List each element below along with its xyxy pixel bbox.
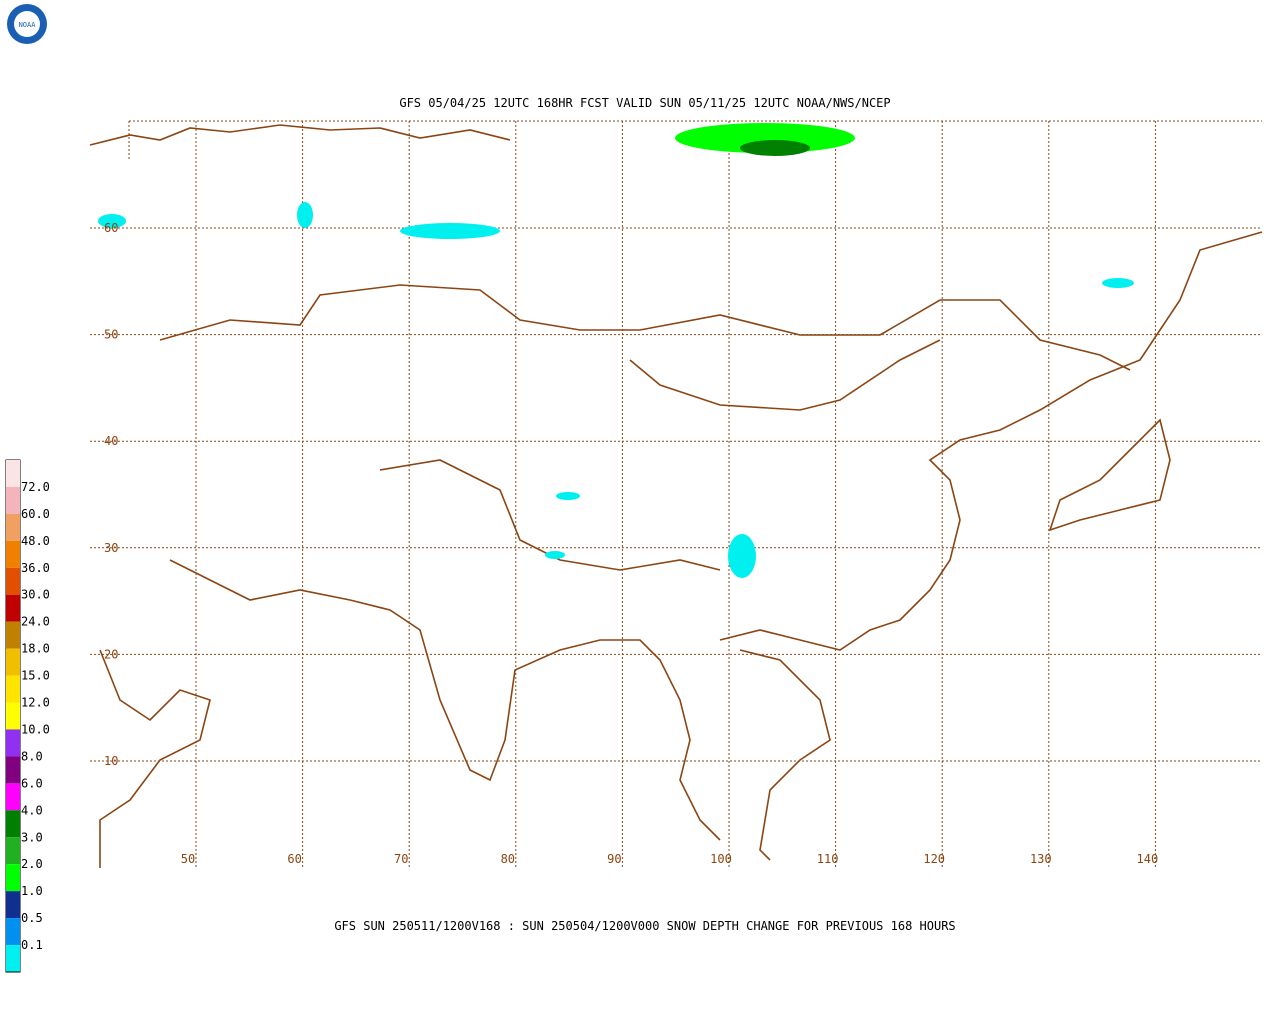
legend-label: 0.1 (21, 938, 43, 952)
legend-swatch (6, 783, 20, 811)
snow-area (740, 140, 810, 156)
snow-area (728, 534, 756, 578)
legend-label: 24.0 (21, 615, 50, 629)
legend-label: 15.0 (21, 669, 50, 683)
snow-areas (98, 123, 1134, 578)
coastline (739, 649, 831, 861)
legend-swatch (6, 945, 20, 972)
lon-label: 100 (710, 852, 732, 866)
legend-label: 1.0 (21, 884, 43, 898)
legend-swatch (6, 567, 20, 595)
snow-area (545, 551, 565, 559)
legend-label: 60.0 (21, 507, 50, 521)
snow-area (400, 223, 500, 239)
lon-label: 130 (1030, 852, 1052, 866)
snow-area (297, 202, 313, 228)
legend-swatch (6, 486, 20, 514)
legend-label: 12.0 (21, 696, 50, 710)
logo-text: NOAA (19, 21, 37, 29)
lon-label: 70 (394, 852, 408, 866)
lon-label: 120 (923, 852, 945, 866)
legend-swatch (6, 891, 20, 919)
footer: GFS SUN 250511/1200V168 : SUN 250504/120… (334, 919, 955, 933)
lat-label: 30 (104, 541, 118, 555)
legend-swatch (6, 702, 20, 730)
snow-area (675, 123, 855, 153)
lat-label: 20 (104, 647, 118, 661)
coastline (89, 124, 511, 146)
lat-label: 40 (104, 434, 118, 448)
snow-area (556, 492, 580, 500)
legend-swatch (6, 621, 20, 649)
border (379, 459, 721, 571)
legend-label: 48.0 (21, 534, 50, 548)
legend-label: 2.0 (21, 857, 43, 871)
legend-label: 6.0 (21, 776, 43, 790)
legend-swatch (6, 594, 20, 622)
coastline (169, 559, 721, 841)
lon-label: 60 (287, 852, 301, 866)
legend-label: 8.0 (21, 749, 43, 763)
border (159, 284, 1131, 371)
lon-label: 110 (817, 852, 839, 866)
legend-swatch (6, 837, 20, 865)
legend-swatch (6, 540, 20, 568)
legend-swatch (6, 756, 20, 784)
legend-label: 0.5 (21, 911, 43, 925)
title: GFS 05/04/25 12UTC 168HR FCST VALID SUN … (399, 96, 890, 110)
grid (90, 120, 1262, 868)
legend-label: 72.0 (21, 480, 50, 494)
lon-label: 80 (501, 852, 515, 866)
border (629, 339, 941, 411)
coastline (99, 649, 211, 868)
legend-swatch (6, 864, 20, 892)
legend-swatch (6, 729, 20, 757)
legend-label: 18.0 (21, 642, 50, 656)
noaa-logo: NOAA (7, 4, 47, 44)
legend-label: 3.0 (21, 830, 43, 844)
legend-swatch (6, 460, 20, 487)
coastlines (89, 124, 1263, 868)
legend-swatch (6, 648, 20, 676)
legend-swatch (6, 971, 20, 972)
snow-area (98, 214, 126, 228)
legend-swatch (6, 918, 20, 946)
snow-area (1102, 278, 1134, 288)
lat-label: 10 (104, 754, 118, 768)
lat-label: 60 (104, 221, 118, 235)
lon-label: 140 (1137, 852, 1159, 866)
legend-swatch (6, 810, 20, 838)
legend-label: 30.0 (21, 588, 50, 602)
lat-label: 50 (104, 328, 118, 342)
legend-label: 10.0 (21, 722, 50, 736)
legend-swatch (6, 675, 20, 703)
lon-label: 90 (607, 852, 621, 866)
lon-label: 50 (181, 852, 195, 866)
coastline (719, 231, 1263, 651)
legend-label: 36.0 (21, 561, 50, 575)
legend-label: 4.0 (21, 803, 43, 817)
legend-swatch (6, 513, 20, 541)
coastline (1048, 418, 1171, 532)
